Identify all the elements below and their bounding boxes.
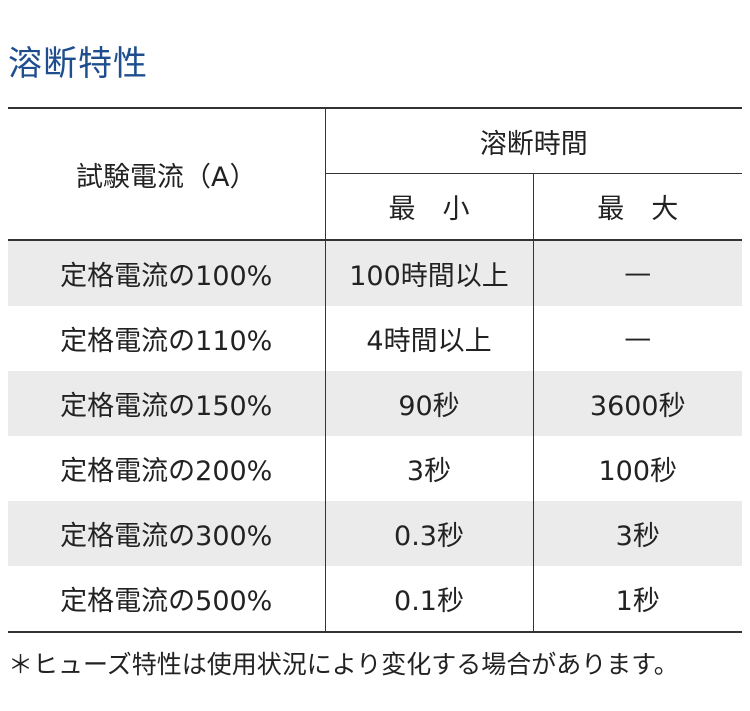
table-cell: —: [532, 306, 742, 371]
table-body: 定格電流の100% 100時間以上 — 定格電流の110% 4時間以上 — 定格電流の150…: [8, 240, 742, 632]
table-cell: —: [532, 240, 742, 306]
table-row: 定格電流の200% 3秒 100秒: [8, 436, 742, 501]
table-cell: 4時間以上: [324, 306, 533, 371]
footnote: ＊ヒューズ特性は使用状況により変化する場合があります。: [8, 650, 679, 679]
table-row: 定格電流の100% 100時間以上 —: [8, 240, 742, 306]
header-cell: 最 小: [324, 173, 533, 240]
table-cell: 3600秒: [532, 371, 742, 436]
table-cell: 3秒: [532, 501, 742, 566]
table-cell: 100秒: [532, 436, 742, 501]
table-header: 試験電流（A） 溶断時間 最 小 最 大: [8, 108, 742, 240]
table-row: 定格電流の300% 0.3秒 3秒: [8, 501, 742, 566]
header-cell: 試験電流（A）: [76, 161, 257, 193]
table-cell: 定格電流の300%: [8, 501, 325, 566]
table-cell: 定格電流の110%: [60, 326, 273, 357]
table-cell: 0.3秒: [324, 501, 533, 566]
table-row: 定格電流の110% 4時間以上 —: [8, 306, 742, 371]
table-row: 定格電流の500% 0.1秒 1秒: [8, 566, 742, 632]
header-cell: 最 大: [532, 173, 742, 240]
table-cell: 定格電流の500%: [60, 586, 273, 617]
table-cell: 3秒: [324, 436, 533, 501]
table-cell: 0.1秒: [324, 566, 533, 632]
table-cell: 100時間以上: [324, 240, 533, 306]
header-cell: 溶断時間: [324, 108, 742, 174]
title: 溶断特性: [8, 44, 148, 84]
table-cell: 定格電流の100%: [8, 240, 325, 306]
table-cell: 1秒: [532, 566, 742, 632]
table-cell: 定格電流の200%: [60, 456, 273, 487]
table-cell: 定格電流の150%: [8, 371, 325, 436]
table-row: 定格電流の150% 90秒 3600秒: [8, 371, 742, 436]
fuse-table: 試験電流（A） 溶断時間 最 小 最 大 定格電流の100% 100時間以上 — 定格…: [8, 107, 742, 633]
table-cell: 90秒: [324, 371, 533, 436]
